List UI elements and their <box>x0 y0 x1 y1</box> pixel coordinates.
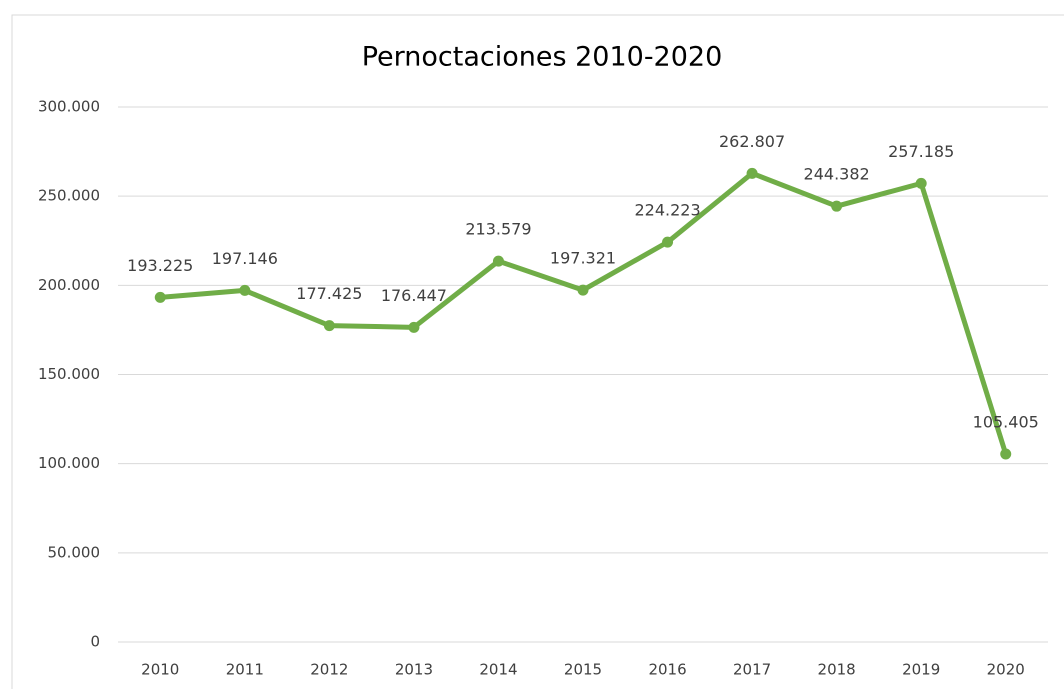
data-label: 244.382 <box>804 165 870 184</box>
x-tick-label: 2012 <box>310 661 348 679</box>
data-point <box>323 320 335 332</box>
data-label: 197.146 <box>212 249 278 268</box>
chart-border <box>11 14 1064 689</box>
x-tick-label: 2015 <box>564 661 602 679</box>
data-label: 177.425 <box>296 284 362 303</box>
data-point <box>831 200 843 212</box>
data-point <box>915 177 927 189</box>
data-label: 213.579 <box>465 220 531 239</box>
data-point <box>662 236 674 248</box>
data-label: 224.223 <box>634 201 700 220</box>
x-tick-label: 2020 <box>987 661 1025 679</box>
data-label: 197.321 <box>550 249 616 268</box>
data-label: 257.185 <box>888 142 954 161</box>
y-tick-label: 200.000 <box>38 276 100 294</box>
y-tick-label: 0 <box>90 633 100 651</box>
data-point <box>746 167 758 179</box>
data-point <box>154 291 166 303</box>
data-label: 262.807 <box>719 132 785 151</box>
x-tick-label: 2013 <box>395 661 433 679</box>
x-tick-label: 2016 <box>648 661 686 679</box>
data-point <box>408 321 420 333</box>
chart-title: Pernoctaciones 2010-2020 <box>362 42 723 73</box>
y-tick-label: 250.000 <box>38 187 100 205</box>
data-point <box>577 284 589 296</box>
y-tick-label: 50.000 <box>48 543 101 561</box>
data-label: 176.447 <box>381 286 447 305</box>
data-point <box>492 255 504 267</box>
x-tick-label: 2019 <box>902 661 940 679</box>
data-label: 105.405 <box>973 413 1039 432</box>
data-point <box>1000 448 1012 460</box>
x-tick-label: 2011 <box>226 661 264 679</box>
data-label: 193.225 <box>127 256 193 275</box>
y-tick-label: 150.000 <box>38 365 100 383</box>
x-tick-label: 2014 <box>479 661 517 679</box>
x-tick-label: 2010 <box>141 661 179 679</box>
y-tick-label: 100.000 <box>38 454 100 472</box>
data-point <box>239 284 251 296</box>
x-tick-label: 2018 <box>818 661 856 679</box>
y-tick-label: 300.000 <box>38 98 100 116</box>
data-line <box>160 170 1009 455</box>
x-tick-label: 2017 <box>733 661 771 679</box>
